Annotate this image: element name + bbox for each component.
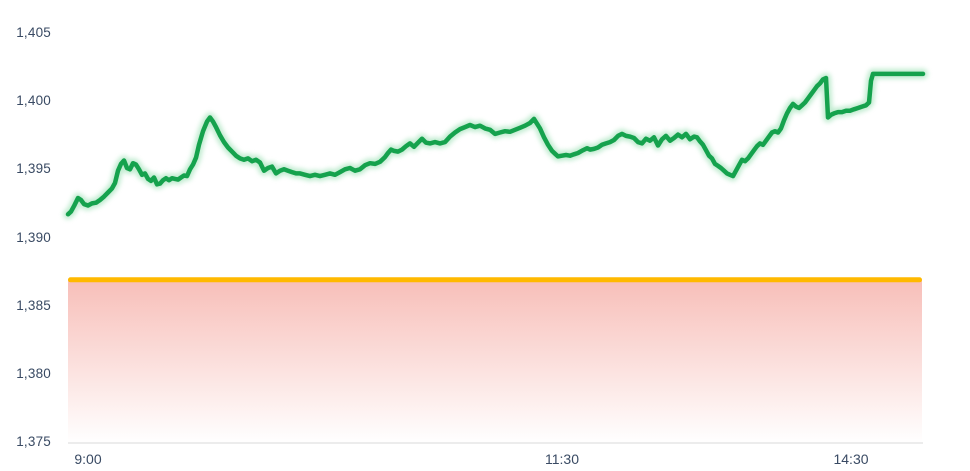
y-axis-label: 1,375	[16, 434, 51, 449]
y-axis-label: 1,385	[16, 298, 51, 313]
x-axis-label: 14:30	[833, 451, 869, 467]
previous-close-area-fill	[68, 279, 922, 443]
y-axis-label: 1,380	[16, 366, 51, 381]
y-axis-label: 1,395	[16, 161, 51, 176]
y-axis-label: 1,405	[16, 25, 51, 40]
x-axis-label: 11:30	[545, 451, 579, 467]
price-line	[65, 71, 926, 217]
y-axis-label: 1,390	[16, 230, 51, 245]
y-axis-label: 1,400	[16, 93, 51, 108]
x-axis-label: 9:00	[74, 451, 102, 467]
price-line-glow	[63, 68, 928, 220]
